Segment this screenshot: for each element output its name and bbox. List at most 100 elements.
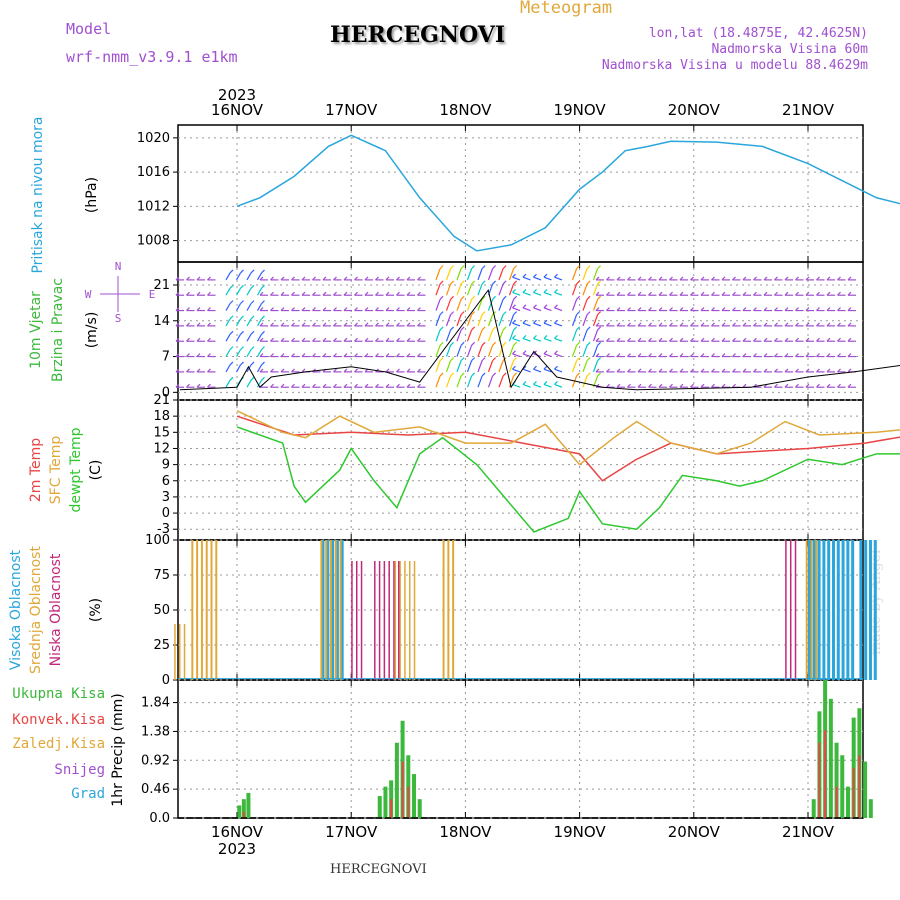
wind-barb-flag (207, 322, 211, 327)
wind-barb-flag (322, 353, 327, 357)
wind-barb (522, 383, 531, 388)
wind-barb (445, 360, 452, 373)
cloud-bar (810, 540, 813, 680)
wind-barb-flag (512, 335, 516, 339)
wind-barb-flag (261, 300, 265, 305)
cloud-bar (822, 540, 826, 680)
wind-barb-flag (669, 291, 673, 296)
cloud-ylabel-mid: Srednja Oblacnost (28, 546, 44, 674)
wind-barb-flag (354, 291, 358, 296)
wind-barb-flag (343, 353, 348, 357)
wind-barb (246, 333, 252, 342)
wind-barb-flag (439, 295, 444, 300)
wind-barb-flag (784, 383, 789, 388)
wind-barb-flag (250, 361, 255, 366)
precip-ytick-label: 1.84 (141, 696, 170, 711)
wind-barb-flag (502, 341, 507, 346)
wind-barb-flag (847, 276, 852, 281)
wind-barb (435, 314, 441, 327)
temp-ylabel-sfc: SFC Temp (48, 436, 64, 505)
wind-barb-flag (513, 311, 518, 316)
wind-barb (522, 291, 531, 296)
wind-barb-flag (207, 353, 211, 357)
wind-barb (456, 345, 462, 357)
wind-barb-flag (637, 322, 642, 327)
wind-barb (571, 329, 578, 342)
wind-barb-flag (627, 368, 631, 373)
cloud-bar (320, 540, 323, 680)
wind-barb-flag (396, 291, 400, 296)
wind-barb-flag (406, 291, 411, 296)
wind-barb-flag (576, 372, 581, 377)
wind-barb-flag (502, 280, 507, 285)
cloud-bar (452, 540, 455, 680)
wind-barb-flag (513, 357, 518, 362)
date-bottom-label: 19NOV (554, 823, 607, 841)
model-label: Model (66, 20, 112, 38)
wind-barb-flag (481, 326, 486, 331)
wind-barb-flag (837, 291, 841, 296)
wind-barb-flag (847, 291, 852, 296)
wind-barb-flag (270, 322, 274, 327)
wind-barb (466, 345, 473, 357)
precip-ytick-label: 1.38 (141, 724, 170, 739)
temp-series-1 (236, 410, 900, 466)
wind-barb-flag (385, 276, 390, 281)
wind-barb-flag (816, 368, 820, 373)
wind-barb-flag (522, 350, 527, 355)
pressure-ytick-label: 1016 (137, 165, 170, 180)
wind-barb-flag (291, 353, 295, 357)
wind-barb-flag (586, 372, 591, 377)
wind-barb (554, 307, 563, 312)
wind-barb-flag (502, 326, 507, 331)
cloud-bar (864, 540, 868, 680)
wind-barb-flag (417, 337, 421, 342)
dir-e: E (149, 288, 156, 301)
wind-barb-flag (616, 368, 621, 373)
wind-barb-flag (543, 289, 548, 293)
precip-conv-bar (824, 730, 827, 818)
wind-barb-flag (763, 307, 768, 311)
wind-barb (508, 268, 515, 281)
wind-barb-flag (207, 337, 211, 342)
cloud-bar (836, 540, 840, 680)
wind-barb-flag (396, 276, 400, 281)
wind-barb-flag (784, 307, 789, 311)
wind-barb-flag (597, 280, 602, 285)
temp-unit: (C) (88, 460, 104, 481)
wind-barb (225, 349, 231, 357)
wind-barb-flag (333, 307, 337, 311)
wind-barb-flag (637, 291, 642, 296)
wind-barb-flag (554, 365, 558, 370)
wind-barb-flag (513, 372, 518, 377)
wind-barb (543, 368, 552, 373)
wind-barb-flag (250, 330, 255, 335)
wind-barb-flag (312, 337, 316, 342)
cloud-bar (413, 561, 416, 680)
wind-barb-flag (301, 383, 306, 388)
page-title: HERCEGNOVI (330, 22, 506, 48)
wind-barb-flag (595, 307, 600, 311)
wind-barb-flag (658, 291, 663, 296)
wind-barb-flag (721, 368, 726, 373)
wind-barb (522, 337, 531, 342)
wind-barb-flag (658, 276, 663, 281)
wind-barb-flag (322, 322, 327, 327)
wind-barb-flag (481, 341, 486, 346)
cloud-bar (326, 540, 330, 680)
precip-ytick-label: 0.46 (141, 782, 170, 797)
wind-barb-flag (439, 341, 444, 346)
precip-ytick-label: 0.92 (141, 753, 170, 768)
wind-barb-flag (522, 381, 527, 385)
wind-barb-flag (648, 322, 652, 327)
wind-barb-flag (837, 368, 841, 373)
clouds-ytick-label: 0 (162, 673, 170, 688)
temperature-ytick-label: -3 (157, 522, 170, 537)
wind-barb (225, 272, 231, 281)
wind-barb-flag (450, 265, 455, 270)
wind-barb-flag (732, 322, 736, 327)
wind-barb-flag (354, 276, 358, 281)
cloud-bar (200, 540, 203, 680)
wind-barb (582, 329, 588, 342)
wind-barb-flag (270, 276, 274, 281)
